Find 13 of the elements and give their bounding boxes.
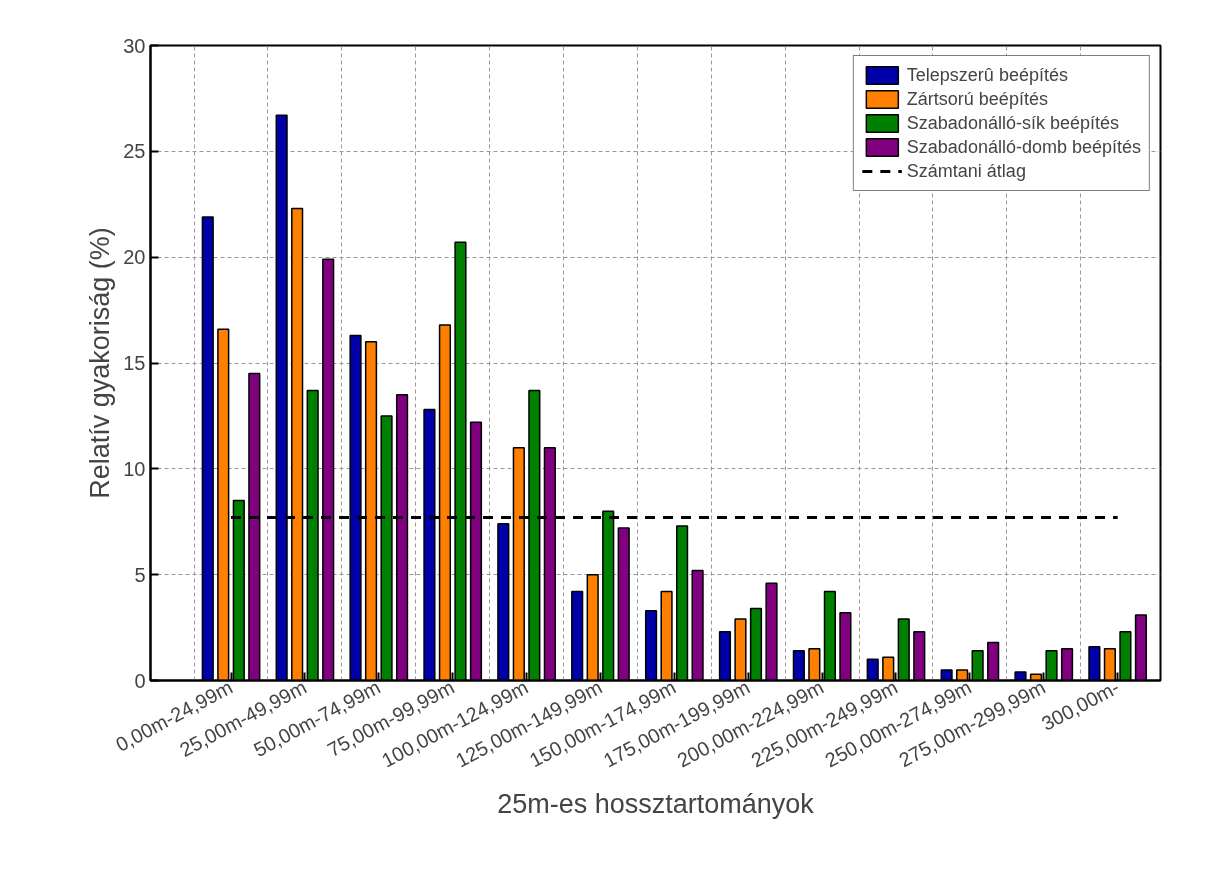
y-tick-label: 20 [123,246,146,269]
y-axis-title: Relatív gyakoriság (%) [85,227,116,499]
y-tick-label: 10 [123,457,146,480]
legend-label: Szabadonálló-sík beépítés [906,112,1119,134]
y-tick-label: 15 [123,352,146,374]
legend-label: Telepszerû beépítés [906,64,1068,86]
legend-label: Zártsorú beépítés [906,88,1048,110]
x-axis-title: 25m-es hossztartományok [497,789,815,820]
y-tick-label: 25 [123,140,146,163]
y-tick-label: 5 [134,563,146,586]
y-tick-label: 30 [123,34,146,57]
legend-label: Számtani átlag [906,160,1026,182]
legend-label: Szabadonálló-domb beépítés [906,136,1141,158]
